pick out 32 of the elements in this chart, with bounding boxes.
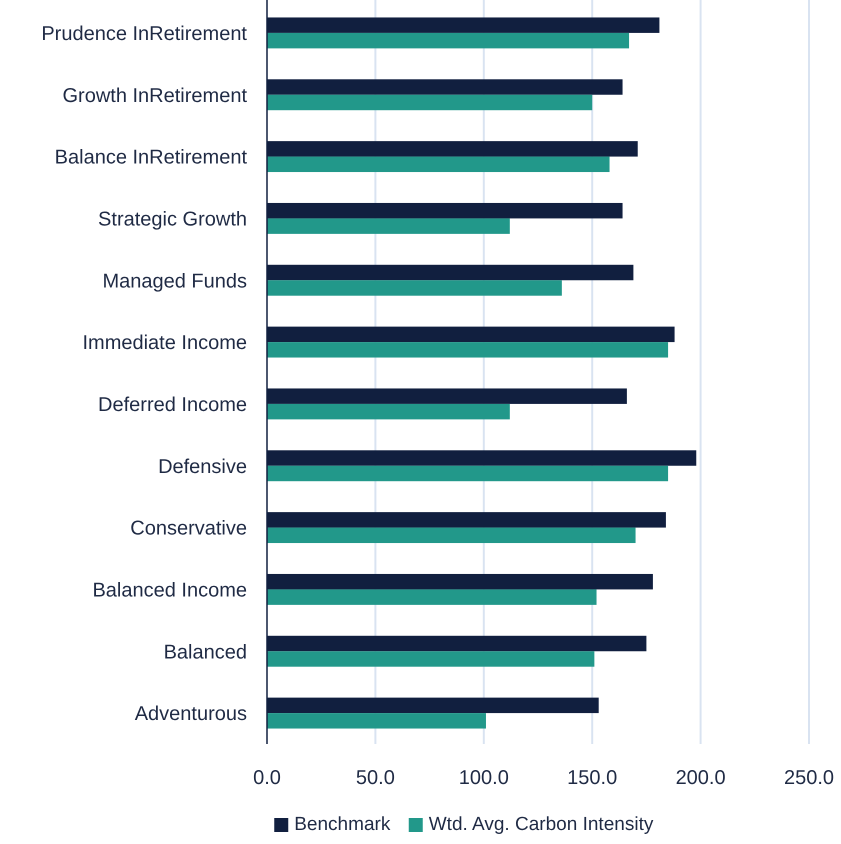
y-tick-label: Defensive [158, 456, 247, 478]
y-tick-label: Prudence InRetirement [41, 22, 248, 45]
y-tick-label: Adventurous [134, 703, 247, 726]
y-tick-label: Conservative [130, 518, 247, 540]
y-tick-label: Managed Funds [102, 270, 247, 292]
y-tick-label: Balance InRetirement [54, 146, 248, 169]
x-tick-label: 100.0 [458, 767, 509, 789]
bar [267, 528, 636, 544]
bar [267, 156, 610, 172]
bar [267, 713, 486, 729]
bar [267, 342, 668, 358]
bar [267, 466, 668, 482]
y-tick-label: Growth InRetirement [62, 84, 248, 107]
x-tick-label: 150.0 [567, 767, 618, 789]
bar [267, 94, 592, 110]
bar [267, 280, 562, 296]
bar [267, 32, 630, 48]
legend-label: Benchmark [294, 814, 391, 835]
bar [267, 589, 597, 605]
y-tick-label: Deferred Income [98, 394, 247, 416]
y-tick-label: Immediate Income [82, 332, 247, 354]
x-tick-label: 0.0 [253, 767, 281, 789]
x-tick-label: 50.0 [356, 767, 395, 789]
bar [267, 404, 510, 420]
x-tick-label: 200.0 [676, 767, 726, 789]
legend-label: Wtd. Avg. Carbon Intensity [428, 814, 654, 835]
x-tick-label: 250.0 [784, 767, 834, 789]
bar [267, 651, 594, 667]
y-tick-label: Balanced [164, 641, 247, 664]
y-tick-label: Balanced Income [92, 579, 247, 602]
bar [267, 218, 510, 234]
y-tick-label: Strategic Growth [98, 208, 247, 230]
